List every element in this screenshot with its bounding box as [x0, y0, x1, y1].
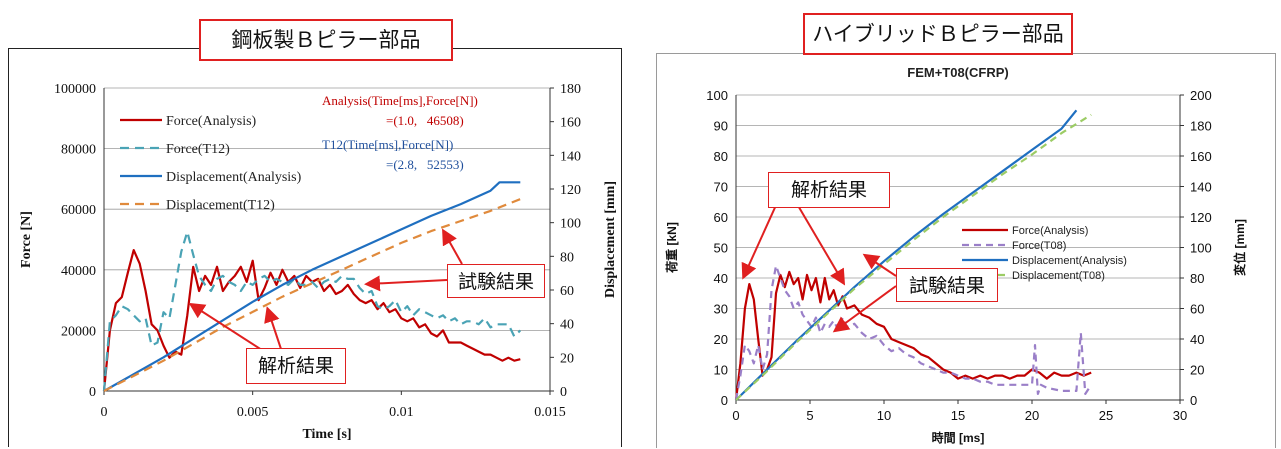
legend-label: Force(T08) — [1012, 240, 1066, 252]
y2-tick-label: 200 — [1190, 88, 1212, 103]
y2-tick-label: 20 — [560, 351, 574, 366]
series-line-force-t12- — [102, 230, 522, 392]
y2-tick-label: 160 — [1190, 149, 1212, 164]
x-tick-label: 30 — [1173, 408, 1187, 423]
x-tick-label: 5 — [806, 408, 813, 423]
legend-label: Displacement(T12) — [166, 198, 275, 213]
y2-tick-label: 40 — [560, 318, 574, 333]
y-tick-label: 70 — [714, 180, 728, 195]
x-tick-label: 0 — [732, 408, 739, 423]
test-peak-label-1: T12(Time[ms],Force[N]) — [322, 137, 453, 152]
y-axis-label: Force [N] — [19, 211, 34, 268]
y2-tick-label: 180 — [1190, 119, 1212, 134]
y-tick-label: 0 — [721, 393, 728, 408]
y2-tick-label: 40 — [1190, 332, 1204, 347]
legend-label: Displacement(Analysis) — [1012, 255, 1127, 267]
series-line-displacement-analysis- — [735, 109, 1078, 401]
left-analysis-callout: 解析結果 — [246, 348, 346, 384]
left-callout-arrows — [188, 228, 463, 353]
x-axis-label: Time [s] — [302, 427, 351, 442]
y2-tick-label: 100 — [1190, 241, 1212, 256]
x-tick-label: 0.01 — [389, 405, 414, 420]
y2-tick-label: 60 — [560, 284, 574, 299]
y2-tick-label: 140 — [560, 149, 581, 164]
y2-tick-label: 100 — [560, 217, 581, 232]
y-tick-label: 100 — [706, 88, 728, 103]
series-line-displacement-t12- — [103, 198, 521, 392]
analysis-peak-label-2: =(1.0, 46508) — [386, 113, 464, 128]
y-axis-label: 荷重 [kN] — [664, 222, 679, 274]
y-tick-label: 10 — [714, 363, 728, 378]
series-line-displacement-t08- — [735, 113, 1092, 401]
left-chart: 0 20000 40000 60000 80000 100000 0 20 40 60 80 100 1… — [19, 82, 618, 442]
y-tick-label: 100000 — [54, 82, 96, 97]
y-tick-label: 20 — [714, 332, 728, 347]
y2-axis-label: 変位 [mm] — [1232, 219, 1247, 276]
analysis-peak-label-1: Analysis(Time[ms],Force[N]) — [322, 93, 478, 108]
right-chart: 0102030405060708090100020406080100120140… — [664, 65, 1247, 445]
y-tick-label: 40 — [714, 271, 728, 286]
y2-tick-label: 60 — [1190, 302, 1204, 317]
series-line-displacement-analysis- — [103, 181, 521, 392]
y-tick-label: 80 — [714, 149, 728, 164]
legend-label: Force(T12) — [166, 142, 230, 157]
y2-tick-label: 0 — [1190, 393, 1197, 408]
x-tick-label: 0.015 — [534, 405, 566, 420]
y2-tick-label: 180 — [560, 82, 581, 97]
x-tick-label: 0 — [101, 405, 108, 420]
right-analysis-callout: 解析結果 — [768, 172, 890, 208]
y2-axis-label: Displacement [mm] — [603, 181, 618, 298]
legend-label: Force(Analysis) — [1012, 225, 1088, 237]
legend-label: Force(Analysis) — [166, 114, 257, 129]
right-callout-arrows — [741, 191, 897, 333]
chart-title: FEM+T08(CFRP) — [907, 65, 1008, 80]
right-chart-frame — [656, 53, 1276, 448]
legend-label: Displacement(Analysis) — [166, 170, 302, 185]
y-tick-label: 90 — [714, 119, 728, 134]
series-line-force-t08- — [734, 264, 1093, 401]
legend-label: Displacement(T08) — [1012, 270, 1105, 282]
y-tick-label: 60 — [714, 210, 728, 225]
x-tick-label: 25 — [1099, 408, 1113, 423]
y-tick-label: 50 — [714, 241, 728, 256]
x-tick-label: 15 — [951, 408, 965, 423]
right-test-callout: 試験結果 — [896, 268, 998, 302]
y2-tick-label: 120 — [1190, 210, 1212, 225]
y2-tick-label: 80 — [560, 250, 574, 265]
x-tick-label: 20 — [1025, 408, 1039, 423]
y-tick-label: 0 — [89, 385, 96, 400]
y-tick-label: 80000 — [61, 143, 96, 158]
y-tick-label: 60000 — [61, 203, 96, 218]
test-peak-label-2: =(2.8, 52553) — [386, 157, 464, 172]
x-axis-label: 時間 [ms] — [932, 430, 985, 445]
right-panel-title: ハイブリッドＢピラー部品 — [803, 13, 1073, 55]
y2-tick-label: 80 — [1190, 271, 1204, 286]
left-test-callout: 試験結果 — [447, 264, 545, 298]
series-line-force-analysis- — [734, 270, 1092, 401]
y-tick-label: 30 — [714, 302, 728, 317]
x-tick-label: 10 — [877, 408, 891, 423]
y-tick-label: 20000 — [61, 324, 96, 339]
left-panel-title: 鋼板製Ｂピラー部品 — [199, 19, 453, 61]
y2-tick-label: 140 — [1190, 180, 1212, 195]
y2-tick-label: 160 — [560, 116, 581, 131]
y2-tick-label: 20 — [1190, 363, 1204, 378]
y-tick-label: 40000 — [61, 264, 96, 279]
x-tick-label: 0.005 — [237, 405, 269, 420]
y2-tick-label: 120 — [560, 183, 581, 198]
y2-tick-label: 0 — [560, 385, 567, 400]
